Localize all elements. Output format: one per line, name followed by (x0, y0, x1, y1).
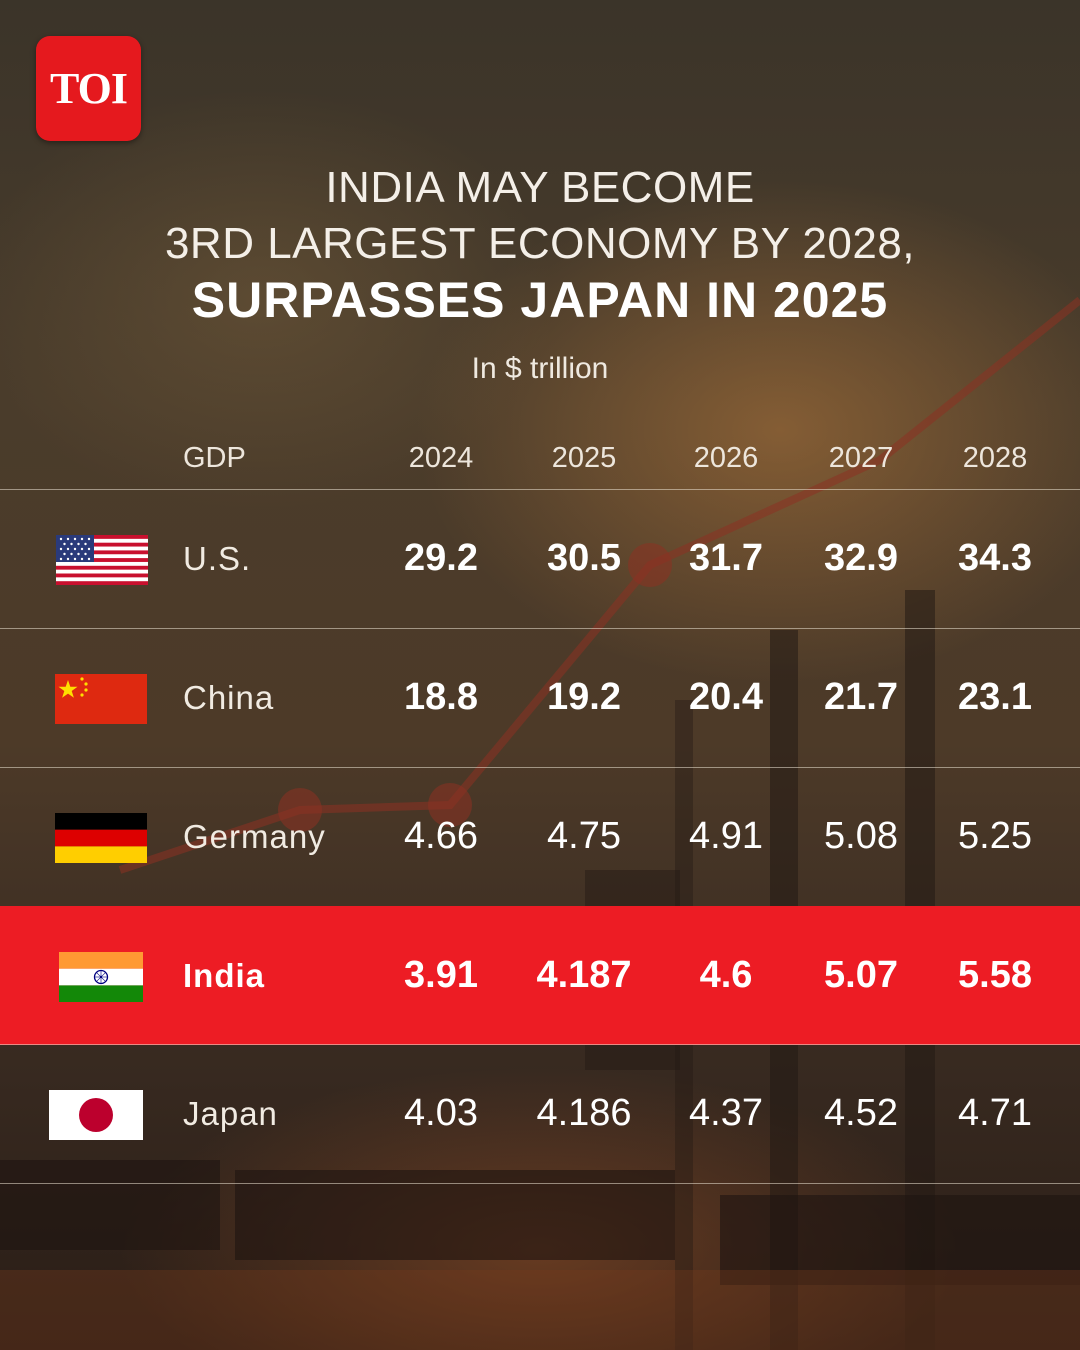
country-name: China (183, 679, 275, 716)
gdp-value: 4.37 (689, 1092, 763, 1134)
title-line-2: 3RD LARGEST ECONOMY BY 2028, (164, 219, 916, 268)
gdp-value: 18.8 (404, 676, 478, 718)
gdp-value: 19.2 (547, 676, 621, 718)
page-title: INDIA MAY BECOME 3RD LARGEST ECONOMY BY … (0, 160, 1080, 328)
header-year: 2027 (828, 442, 894, 474)
table-row-japan: Japan 4.03 4.186 4.37 4.52 4.71 (0, 1044, 1080, 1184)
gdp-value: 5.25 (958, 815, 1032, 857)
table-row-us: U.S. 29.2 30.5 31.7 32.9 34.3 (0, 489, 1080, 628)
header-year: 2025 (551, 442, 617, 474)
header-gdp: GDP (183, 442, 246, 474)
toi-logo: TOI (36, 36, 141, 141)
gdp-value: 4.66 (404, 815, 478, 857)
unit-subtitle: In $ trillion (471, 352, 609, 385)
header-year: 2028 (962, 442, 1028, 474)
country-name: U.S. (183, 540, 252, 577)
us-flag (56, 535, 148, 585)
country-name: India (183, 957, 266, 994)
background-trend-point (628, 543, 672, 587)
gdp-value: 32.9 (824, 537, 898, 579)
gdp-value: 34.3 (958, 537, 1032, 579)
background-train (0, 1160, 220, 1250)
title-line-1: INDIA MAY BECOME (325, 163, 755, 212)
logo-text: TOI (50, 64, 128, 113)
background-trend-point (428, 783, 472, 827)
header-year: 2024 (408, 442, 474, 474)
table-row-india: India 3.91 4.187 4.6 5.07 5.58 (0, 906, 1080, 1045)
gdp-value: 23.1 (958, 676, 1032, 718)
gdp-value: 29.2 (404, 537, 478, 579)
gdp-value: 3.91 (404, 954, 478, 996)
background-train (235, 1170, 675, 1260)
gdp-value: 5.07 (824, 954, 898, 996)
germany-flag (55, 813, 147, 863)
japan-flag (49, 1090, 143, 1140)
country-name: Japan (183, 1095, 278, 1132)
table-header: GDP 2024 2025 2026 2027 2028 (0, 436, 1080, 486)
table-row-germany: Germany 4.66 4.75 4.91 5.08 5.25 (0, 767, 1080, 906)
background-train (720, 1195, 1080, 1285)
gdp-value: 20.4 (689, 676, 763, 718)
gdp-value: 30.5 (547, 537, 621, 579)
gdp-value: 4.186 (536, 1092, 632, 1134)
gdp-value: 4.6 (699, 954, 753, 996)
gdp-value: 4.187 (536, 954, 632, 996)
india-flag (59, 952, 143, 1002)
gdp-value: 4.71 (958, 1092, 1032, 1134)
country-name: Germany (183, 818, 326, 855)
header-year: 2026 (693, 442, 759, 474)
background-trend-point (278, 788, 322, 832)
table-row-china: China 18.8 19.2 20.4 21.7 23.1 (0, 628, 1080, 767)
gdp-value: 4.91 (689, 815, 763, 857)
title-line-3: SURPASSES JAPAN IN 2025 (191, 272, 889, 328)
gdp-value: 5.08 (824, 815, 898, 857)
background-trend-line (118, 296, 1080, 874)
gdp-value: 4.75 (547, 815, 621, 857)
background-ground (0, 1270, 1080, 1350)
gdp-value: 4.03 (404, 1092, 478, 1134)
gdp-value: 5.58 (958, 954, 1032, 996)
china-flag (55, 674, 147, 724)
gdp-value: 4.52 (824, 1092, 898, 1134)
gdp-value: 31.7 (689, 537, 763, 579)
gdp-value: 21.7 (824, 676, 898, 718)
